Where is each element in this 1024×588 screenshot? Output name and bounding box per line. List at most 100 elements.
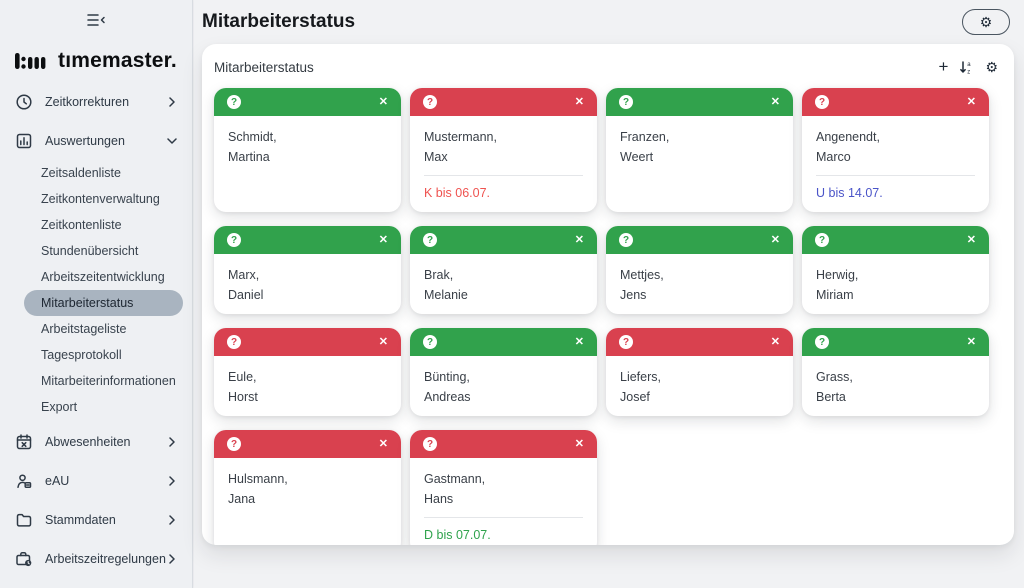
employee-card-brak[interactable]: ? ✕ Brak, Melanie	[410, 226, 597, 314]
question-icon[interactable]: ?	[423, 437, 437, 451]
employee-name: Franzen, Weert	[620, 130, 670, 164]
employee-name: Liefers, Josef	[620, 370, 661, 404]
panel-actions: + a z ⚙	[938, 57, 999, 76]
absence-status: U bis 14.07.	[816, 186, 883, 200]
auswertungen-submenu: Zeitsaldenliste Zeitkontenverwaltung Zei…	[0, 160, 192, 420]
employee-card-mettjes[interactable]: ? ✕ Mettjes, Jens	[606, 226, 793, 314]
question-icon[interactable]: ?	[815, 95, 829, 109]
close-icon[interactable]: ✕	[966, 95, 976, 108]
question-icon[interactable]: ?	[227, 95, 241, 109]
employee-name: Marx, Daniel	[228, 268, 264, 302]
absence-status: K bis 06.07.	[424, 186, 491, 200]
employee-name: Herwig, Miriam	[816, 268, 859, 302]
person-document-icon	[15, 472, 33, 490]
close-icon[interactable]: ✕	[574, 233, 584, 246]
card-header: ? ✕	[214, 430, 401, 458]
sidebar-item-arbeitszeitregelungen[interactable]: Arbeitszeitregelungen	[0, 539, 192, 578]
close-icon[interactable]: ✕	[378, 233, 388, 246]
employee-name: Mustermann, Max	[424, 130, 497, 164]
employee-card-marx[interactable]: ? ✕ Marx, Daniel	[214, 226, 401, 314]
employee-name: Gastmann, Hans	[424, 472, 486, 506]
employee-card-buenting[interactable]: ? ✕ Bünting, Andreas	[410, 328, 597, 416]
question-icon[interactable]: ?	[227, 437, 241, 451]
employee-name: Hulsmann, Jana	[228, 472, 288, 506]
question-icon[interactable]: ?	[423, 95, 437, 109]
question-icon[interactable]: ?	[619, 233, 633, 247]
sidebar-item-stammdaten[interactable]: Stammdaten	[0, 500, 192, 539]
question-icon[interactable]: ?	[227, 233, 241, 247]
card-header: ? ✕	[410, 430, 597, 458]
close-icon[interactable]: ✕	[770, 95, 780, 108]
employee-card-hulsmann[interactable]: ? ✕ Hulsmann, Jana	[214, 430, 401, 545]
employee-card-angenendt[interactable]: ? ✕ Angenendt, Marco U bis 14.07.	[802, 88, 989, 212]
employee-card-schmidt[interactable]: ? ✕ Schmidt, Martina	[214, 88, 401, 212]
employee-card-grass[interactable]: ? ✕ Grass, Berta	[802, 328, 989, 416]
employee-name: Schmidt, Martina	[228, 130, 277, 164]
panel-settings-icon[interactable]: ⚙	[985, 59, 998, 75]
employee-card-franzen[interactable]: ? ✕ Franzen, Weert	[606, 88, 793, 212]
employee-name: Mettjes, Jens	[620, 268, 664, 302]
sidebar-item-export[interactable]: Export	[41, 400, 78, 414]
sidebar-item-zeitsaldenliste[interactable]: Zeitsaldenliste	[41, 166, 121, 180]
card-header: ? ✕	[214, 88, 401, 116]
sidebar-item-auswertungen[interactable]: Auswertungen	[0, 121, 192, 160]
card-header: ? ✕	[214, 226, 401, 254]
bar-chart-icon	[15, 132, 33, 150]
card-header: ? ✕	[606, 88, 793, 116]
sidebar-item-zeitkontenverwaltung[interactable]: Zeitkontenverwaltung	[41, 192, 160, 206]
sidebar-item-abwesenheiten[interactable]: Abwesenheiten	[0, 422, 192, 461]
sidebar-item-zeitkorrekturen[interactable]: Zeitkorrekturen	[0, 82, 192, 121]
sidebar-item-tagesprotokoll[interactable]: Tagesprotokoll	[41, 348, 122, 362]
page-title: Mitarbeiterstatus	[202, 11, 356, 32]
close-icon[interactable]: ✕	[378, 95, 388, 108]
employee-name: Eule, Horst	[228, 370, 258, 404]
close-icon[interactable]: ✕	[770, 335, 780, 348]
close-icon[interactable]: ✕	[378, 437, 388, 450]
chevron-right-icon	[167, 475, 177, 486]
employee-card-herwig[interactable]: ? ✕ Herwig, Miriam	[802, 226, 989, 314]
card-header: ? ✕	[214, 328, 401, 356]
question-icon[interactable]: ?	[619, 335, 633, 349]
question-icon[interactable]: ?	[423, 233, 437, 247]
question-icon[interactable]: ?	[227, 335, 241, 349]
employee-card-liefers[interactable]: ? ✕ Liefers, Josef	[606, 328, 793, 416]
close-icon[interactable]: ✕	[966, 335, 976, 348]
panel-title: Mitarbeiterstatus	[214, 59, 314, 75]
question-icon[interactable]: ?	[815, 233, 829, 247]
employee-card-grid: ? ✕ Schmidt, Martina ? ✕ Mustermann, Max	[202, 81, 1014, 545]
sort-alphabetical-icon[interactable]: a z	[959, 59, 974, 75]
card-header: ? ✕	[606, 328, 793, 356]
employee-card-mustermann[interactable]: ? ✕ Mustermann, Max K bis 06.07.	[410, 88, 597, 212]
employee-card-eule[interactable]: ? ✕ Eule, Horst	[214, 328, 401, 416]
close-icon[interactable]: ✕	[574, 437, 584, 450]
card-header: ? ✕	[802, 88, 989, 116]
sidebar-item-arbeitstageliste[interactable]: Arbeitstageliste	[41, 322, 127, 336]
sidebar-item-eau[interactable]: eAU	[0, 461, 192, 500]
sidebar: tımemaster. Zeitkorrekturen Auswertungen	[0, 0, 193, 588]
close-icon[interactable]: ✕	[574, 95, 584, 108]
add-icon[interactable]: +	[938, 57, 949, 76]
sidebar-item-mitarbeiterinformationen[interactable]: Mitarbeiterinformationen	[41, 374, 176, 388]
page-header: Mitarbeiterstatus ⚙	[194, 0, 1024, 44]
card-header: ? ✕	[410, 226, 597, 254]
close-icon[interactable]: ✕	[574, 335, 584, 348]
sidebar-collapse-icon[interactable]	[86, 13, 106, 27]
folder-icon	[15, 511, 33, 529]
divider	[424, 175, 583, 176]
close-icon[interactable]: ✕	[770, 233, 780, 246]
sidebar-item-stundenuebersicht[interactable]: Stundenübersicht	[41, 244, 139, 258]
close-icon[interactable]: ✕	[378, 335, 388, 348]
question-icon[interactable]: ?	[815, 335, 829, 349]
question-icon[interactable]: ?	[619, 95, 633, 109]
close-icon[interactable]: ✕	[966, 233, 976, 246]
sidebar-nav: Zeitkorrekturen Auswertungen Zeitsaldenl…	[0, 82, 192, 578]
calendar-x-icon	[15, 433, 33, 451]
page-settings-button[interactable]: ⚙	[962, 9, 1010, 35]
employee-card-gastmann[interactable]: ? ✕ Gastmann, Hans D bis 07.07.	[410, 430, 597, 545]
sidebar-item-mitarbeiterstatus[interactable]: Mitarbeiterstatus	[24, 290, 183, 316]
sidebar-item-zeitkontenliste[interactable]: Zeitkontenliste	[41, 218, 122, 232]
timemaster-logo-icon	[15, 53, 46, 69]
question-icon[interactable]: ?	[423, 335, 437, 349]
sidebar-item-arbeitszeitentwicklung[interactable]: Arbeitszeitentwicklung	[41, 270, 165, 284]
card-header: ? ✕	[802, 226, 989, 254]
